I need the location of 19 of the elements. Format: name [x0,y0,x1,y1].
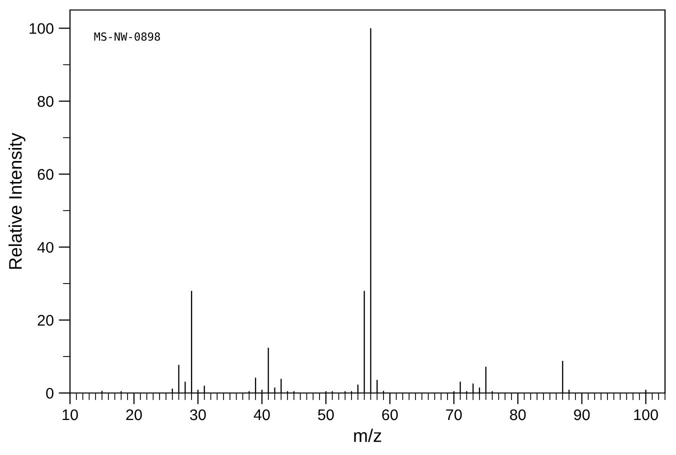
x-tick-label: 50 [318,409,334,420]
annotation: MS-NW-0898 [94,32,160,41]
x-axis-title: m/z [354,428,382,442]
x-tick-label: 60 [382,409,398,420]
y-tick-label: 100 [30,23,54,34]
x-tick-label: 70 [446,409,462,420]
x-tick-label: 90 [574,409,590,420]
y-tick-label: 40 [37,242,54,253]
x-tick-label: 30 [190,409,206,420]
x-tick-label: 100 [634,409,658,420]
y-tick-label: 60 [38,169,54,180]
y-tick-label: 80 [38,96,54,107]
x-tick-label: 20 [126,409,142,420]
y-axis-title: Relative Intensity [8,132,26,269]
x-tick-label: 80 [510,409,526,420]
x-tick-label: 40 [254,409,270,420]
y-tick-label: 20 [38,314,54,326]
y-tick-label: 0 [46,388,54,399]
x-tick-label: 10 [62,409,78,420]
